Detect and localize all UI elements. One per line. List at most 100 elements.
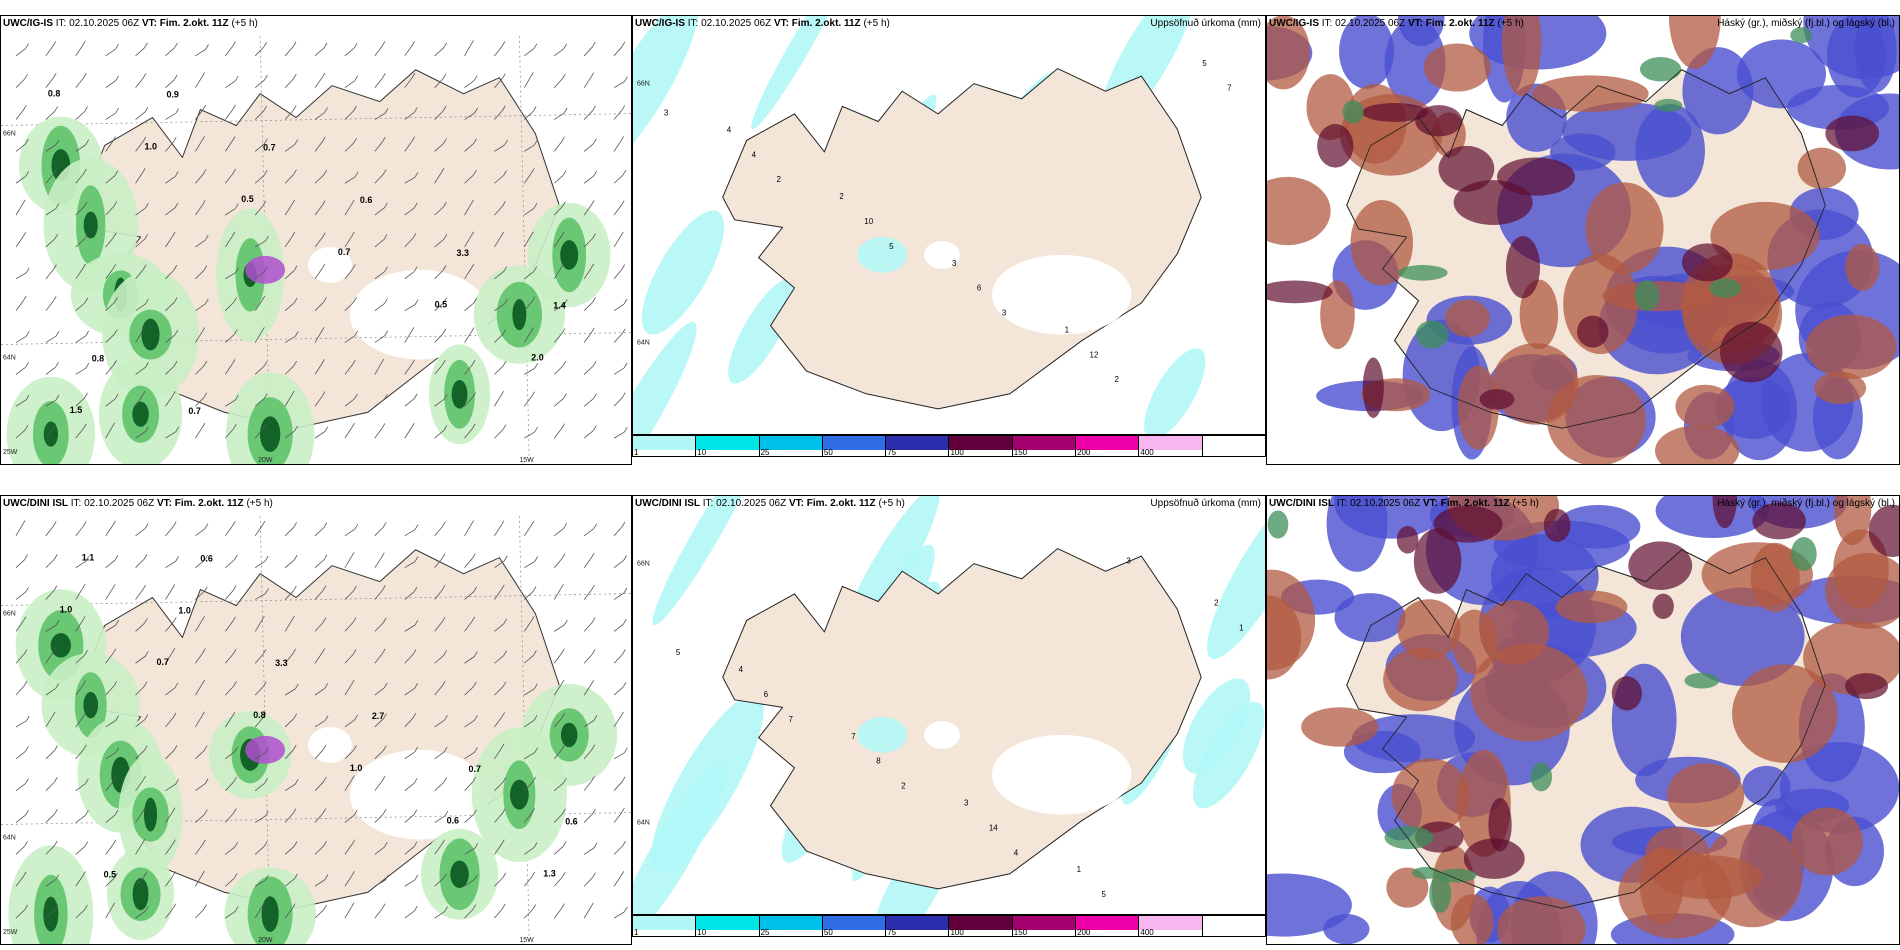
wind-barb xyxy=(224,590,234,600)
panel-header: UWC/IG-IS IT: 02.10.2025 06Z VT: Fim. 2.… xyxy=(3,18,627,34)
wind-barb xyxy=(553,846,564,855)
wind-barb xyxy=(45,238,56,248)
wind-barb xyxy=(254,879,266,887)
wind-barb-flag xyxy=(84,841,89,847)
wind-barb xyxy=(344,876,352,887)
mid-cloud-dense-area xyxy=(1415,105,1463,137)
precip-accum-area xyxy=(1182,678,1251,774)
wind-barb xyxy=(284,878,295,887)
wind-barb-flag xyxy=(621,264,626,270)
wind-barb xyxy=(494,429,504,439)
wind-barb-flag xyxy=(322,617,327,623)
wind-barb xyxy=(494,46,503,57)
colorbar-segment: 50 xyxy=(822,436,887,457)
precip-rate-label: 1.5 xyxy=(70,405,82,415)
wind-barb xyxy=(553,589,561,600)
wind-barb xyxy=(374,527,384,537)
wind-barb xyxy=(494,589,502,600)
wind-barb xyxy=(224,716,233,728)
wind-barb xyxy=(613,716,621,728)
wind-barb xyxy=(434,685,443,696)
precip-accum-label: 7 xyxy=(789,715,794,724)
mid-cloud-area xyxy=(1825,553,1899,629)
wind-barb-flag xyxy=(144,905,149,912)
wind-barb xyxy=(583,398,594,407)
wind-barb xyxy=(494,748,502,760)
wind-barb-flag xyxy=(21,199,26,206)
wind-barb xyxy=(583,749,593,760)
wind-barb-flag xyxy=(111,422,116,429)
wind-barb-flag xyxy=(562,201,566,207)
wind-barb-flag xyxy=(113,360,117,366)
wind-barb xyxy=(524,909,533,919)
wind-barb-flag xyxy=(293,713,298,719)
wind-barb xyxy=(165,176,176,184)
mid-cloud-area xyxy=(1585,182,1664,274)
wind-barb xyxy=(135,111,146,120)
wind-barb-flag xyxy=(530,168,535,174)
wind-barb xyxy=(553,206,563,216)
colorbar-segment: 400 xyxy=(1139,436,1203,457)
colorbar-label: 25 xyxy=(760,448,770,457)
wind-barb-flag xyxy=(353,138,357,144)
mid-cloud-area xyxy=(1301,707,1379,747)
wind-barb-flag xyxy=(533,202,538,209)
wind-barb xyxy=(344,557,352,568)
precip-rate-label: 0.5 xyxy=(104,869,116,879)
wind-barb xyxy=(344,176,356,184)
wind-barb xyxy=(45,428,54,439)
wind-barb-flag xyxy=(173,360,178,367)
colorbar-label: 75 xyxy=(887,928,897,937)
wind-barb xyxy=(254,205,264,216)
precip-rate-label: 0.7 xyxy=(157,657,169,667)
wind-barb-flag xyxy=(624,76,628,82)
wind-barb-flag xyxy=(413,586,418,593)
wind-barb-flag xyxy=(561,328,566,334)
low-cloud-area xyxy=(1722,360,1797,461)
wind-barb-flag xyxy=(52,296,57,302)
precip-area-heavy xyxy=(83,691,99,719)
wind-barb xyxy=(254,240,266,248)
wind-barb-flag xyxy=(534,556,538,562)
wind-barb xyxy=(135,47,145,57)
precip-area-heavy xyxy=(451,379,468,409)
wind-barb xyxy=(75,560,87,569)
wind-barb-flag xyxy=(473,170,477,176)
wind-barb xyxy=(254,654,264,664)
precip-rate-label: 3.3 xyxy=(457,248,469,258)
mid-cloud-area xyxy=(1667,763,1745,828)
wind-barb-flag xyxy=(55,874,60,880)
wind-barb-flag xyxy=(321,200,326,206)
wind-barb-flag xyxy=(324,715,329,721)
wind-barb-flag xyxy=(352,264,356,270)
precip-rate-label: 2.0 xyxy=(531,352,543,362)
wind-barb-flag xyxy=(290,390,295,397)
wind-barb xyxy=(494,877,504,887)
mid-cloud-dense-area xyxy=(1361,103,1429,122)
wind-barb xyxy=(254,47,264,57)
wind-barb xyxy=(224,109,233,120)
wind-barb-flag xyxy=(442,73,447,80)
precip-accum-area xyxy=(652,496,761,626)
wind-barb-flag xyxy=(231,136,236,142)
wind-barb-flag xyxy=(232,616,236,623)
wind-barb xyxy=(613,174,624,184)
precip-rate-label: 1.0 xyxy=(350,763,362,773)
wind-barb-flag xyxy=(260,902,265,909)
wind-barb xyxy=(314,364,322,375)
wind-barb xyxy=(135,812,143,823)
high-cloud-area xyxy=(1654,98,1683,112)
wind-barb-flag xyxy=(52,73,57,79)
wind-barb xyxy=(284,395,292,407)
wind-barb-flag xyxy=(82,712,87,718)
wind-barb xyxy=(165,365,175,375)
precip-accum-label: 5 xyxy=(889,242,894,251)
wind-barb xyxy=(45,335,57,343)
wind-barb-flag xyxy=(293,169,297,175)
wind-barb xyxy=(524,688,535,696)
glacier xyxy=(991,254,1132,335)
wind-barb xyxy=(45,750,55,760)
wind-barb-flag xyxy=(470,231,475,237)
map-tick-label: 15W xyxy=(519,457,534,464)
wind-barb-flag xyxy=(621,776,626,783)
